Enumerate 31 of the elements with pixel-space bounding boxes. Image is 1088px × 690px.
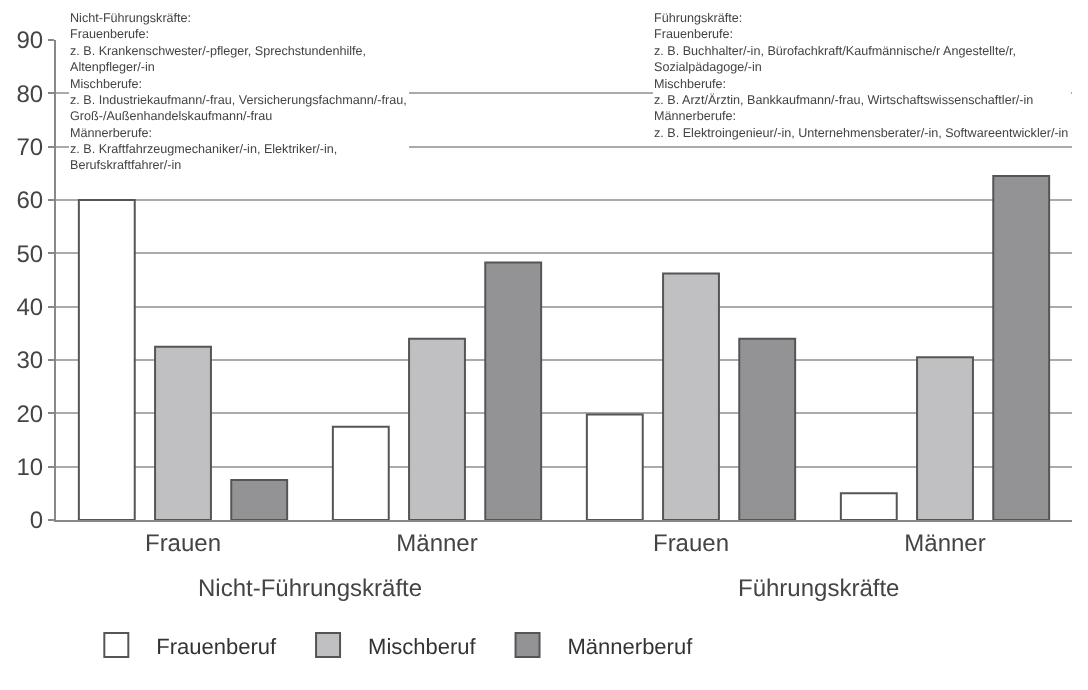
y-tick-label: 30 xyxy=(16,346,44,375)
legend-label: Männerberuf xyxy=(567,635,695,660)
y-tick-label: 0 xyxy=(29,506,44,535)
bar xyxy=(992,175,1051,520)
text: Führungskräfte xyxy=(738,574,901,602)
legend-label: Mischberuf xyxy=(368,635,478,660)
x-tick-label: Männer xyxy=(904,528,986,557)
y-tick-label: 70 xyxy=(16,133,44,162)
bar xyxy=(662,272,720,520)
bar xyxy=(331,425,390,520)
bar xyxy=(484,261,543,520)
bar xyxy=(230,479,289,520)
y-tick-label: 40 xyxy=(16,293,44,322)
bar xyxy=(408,337,466,520)
bar xyxy=(77,199,136,520)
bar xyxy=(154,345,212,520)
bar xyxy=(916,356,974,520)
legend-label: Frauenberuf xyxy=(156,635,279,660)
y-tick-label: 20 xyxy=(16,399,44,428)
y-tick-label: 60 xyxy=(16,186,44,215)
y-tick-label: 10 xyxy=(16,453,44,482)
bar xyxy=(738,337,797,520)
text: Nicht-Führungskräfte xyxy=(198,574,423,602)
y-tick-label: 90 xyxy=(16,26,44,55)
x-tick-label: Frauen xyxy=(652,528,730,557)
y-tick-label: 80 xyxy=(16,79,44,108)
y-tick-label: 50 xyxy=(16,239,44,268)
x-tick-label: Frauen xyxy=(144,528,222,557)
bar xyxy=(839,492,898,520)
x-tick-label: Männer xyxy=(396,528,478,557)
bar xyxy=(585,413,644,520)
